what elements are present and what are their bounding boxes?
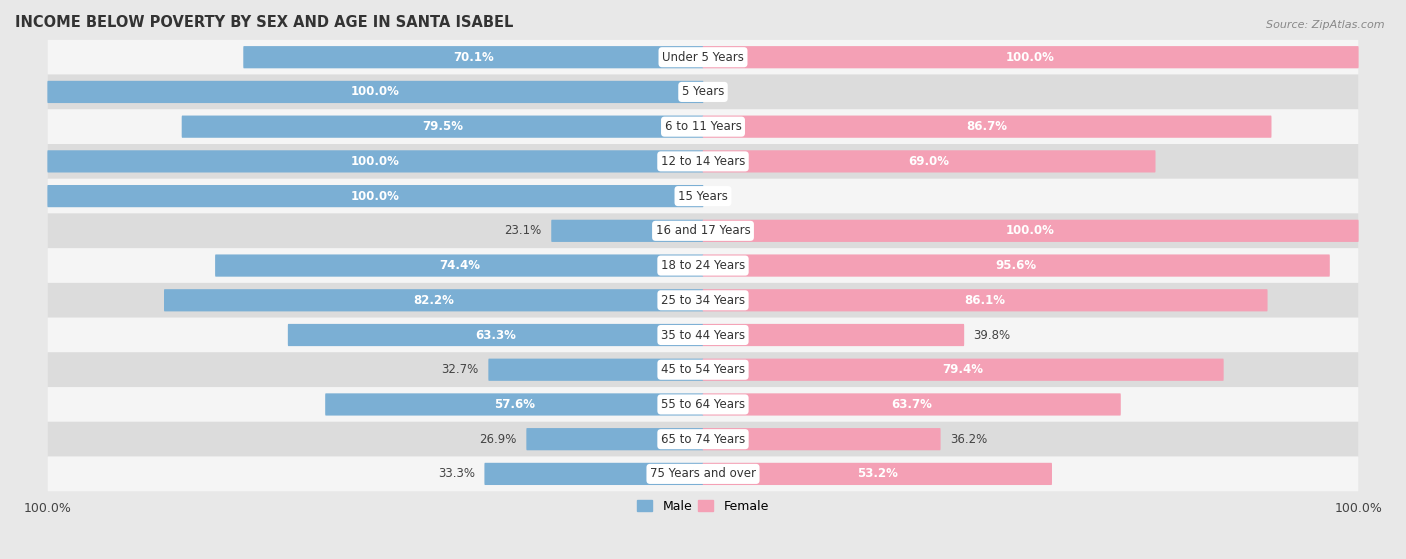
Text: 79.4%: 79.4%	[942, 363, 984, 376]
Text: 63.7%: 63.7%	[891, 398, 932, 411]
FancyBboxPatch shape	[48, 179, 1358, 214]
FancyBboxPatch shape	[703, 289, 1268, 311]
FancyBboxPatch shape	[48, 185, 703, 207]
FancyBboxPatch shape	[48, 40, 1358, 74]
FancyBboxPatch shape	[48, 387, 1358, 422]
FancyBboxPatch shape	[325, 394, 703, 415]
FancyBboxPatch shape	[703, 254, 1330, 277]
Text: 75 Years and over: 75 Years and over	[650, 467, 756, 480]
FancyBboxPatch shape	[485, 463, 703, 485]
Text: 79.5%: 79.5%	[422, 120, 463, 133]
FancyBboxPatch shape	[48, 144, 1358, 179]
Text: 45 to 54 Years: 45 to 54 Years	[661, 363, 745, 376]
FancyBboxPatch shape	[526, 428, 703, 451]
FancyBboxPatch shape	[48, 318, 1358, 352]
FancyBboxPatch shape	[703, 220, 1358, 242]
FancyBboxPatch shape	[703, 394, 1121, 415]
Text: 5 Years: 5 Years	[682, 86, 724, 98]
Text: 86.7%: 86.7%	[966, 120, 1008, 133]
Text: 16 and 17 Years: 16 and 17 Years	[655, 224, 751, 238]
FancyBboxPatch shape	[48, 81, 703, 103]
FancyBboxPatch shape	[215, 254, 703, 277]
FancyBboxPatch shape	[288, 324, 703, 346]
FancyBboxPatch shape	[48, 150, 703, 173]
Text: 36.2%: 36.2%	[950, 433, 987, 446]
FancyBboxPatch shape	[48, 74, 1358, 110]
Text: 25 to 34 Years: 25 to 34 Years	[661, 294, 745, 307]
FancyBboxPatch shape	[48, 422, 1358, 457]
Text: 33.3%: 33.3%	[439, 467, 475, 480]
Text: 100.0%: 100.0%	[352, 190, 399, 202]
Text: 12 to 14 Years: 12 to 14 Years	[661, 155, 745, 168]
FancyBboxPatch shape	[488, 359, 703, 381]
FancyBboxPatch shape	[243, 46, 703, 68]
Text: 6 to 11 Years: 6 to 11 Years	[665, 120, 741, 133]
Text: 18 to 24 Years: 18 to 24 Years	[661, 259, 745, 272]
Text: 100.0%: 100.0%	[352, 86, 399, 98]
Text: 82.2%: 82.2%	[413, 294, 454, 307]
Text: 70.1%: 70.1%	[453, 51, 494, 64]
FancyBboxPatch shape	[551, 220, 703, 242]
Text: Source: ZipAtlas.com: Source: ZipAtlas.com	[1267, 20, 1385, 30]
FancyBboxPatch shape	[165, 289, 703, 311]
FancyBboxPatch shape	[48, 110, 1358, 144]
FancyBboxPatch shape	[48, 248, 1358, 283]
Text: 53.2%: 53.2%	[856, 467, 897, 480]
FancyBboxPatch shape	[48, 214, 1358, 248]
Text: 95.6%: 95.6%	[995, 259, 1036, 272]
Text: 86.1%: 86.1%	[965, 294, 1005, 307]
Text: 74.4%: 74.4%	[439, 259, 479, 272]
Text: 69.0%: 69.0%	[908, 155, 949, 168]
Text: 57.6%: 57.6%	[494, 398, 534, 411]
Text: 100.0%: 100.0%	[1007, 224, 1054, 238]
FancyBboxPatch shape	[48, 457, 1358, 491]
Text: 39.8%: 39.8%	[973, 329, 1011, 342]
Text: 15 Years: 15 Years	[678, 190, 728, 202]
FancyBboxPatch shape	[703, 324, 965, 346]
FancyBboxPatch shape	[181, 116, 703, 138]
Text: 32.7%: 32.7%	[441, 363, 479, 376]
FancyBboxPatch shape	[48, 283, 1358, 318]
Text: 26.9%: 26.9%	[479, 433, 517, 446]
Text: Under 5 Years: Under 5 Years	[662, 51, 744, 64]
Legend: Male, Female: Male, Female	[633, 495, 773, 518]
Text: 65 to 74 Years: 65 to 74 Years	[661, 433, 745, 446]
Text: 100.0%: 100.0%	[352, 155, 399, 168]
FancyBboxPatch shape	[48, 352, 1358, 387]
Text: 100.0%: 100.0%	[1007, 51, 1054, 64]
Text: 63.3%: 63.3%	[475, 329, 516, 342]
FancyBboxPatch shape	[703, 116, 1271, 138]
Text: 35 to 44 Years: 35 to 44 Years	[661, 329, 745, 342]
FancyBboxPatch shape	[703, 428, 941, 451]
FancyBboxPatch shape	[703, 150, 1156, 173]
FancyBboxPatch shape	[703, 463, 1052, 485]
Text: 55 to 64 Years: 55 to 64 Years	[661, 398, 745, 411]
FancyBboxPatch shape	[703, 46, 1358, 68]
Text: 23.1%: 23.1%	[505, 224, 541, 238]
FancyBboxPatch shape	[703, 359, 1223, 381]
Text: INCOME BELOW POVERTY BY SEX AND AGE IN SANTA ISABEL: INCOME BELOW POVERTY BY SEX AND AGE IN S…	[15, 15, 513, 30]
